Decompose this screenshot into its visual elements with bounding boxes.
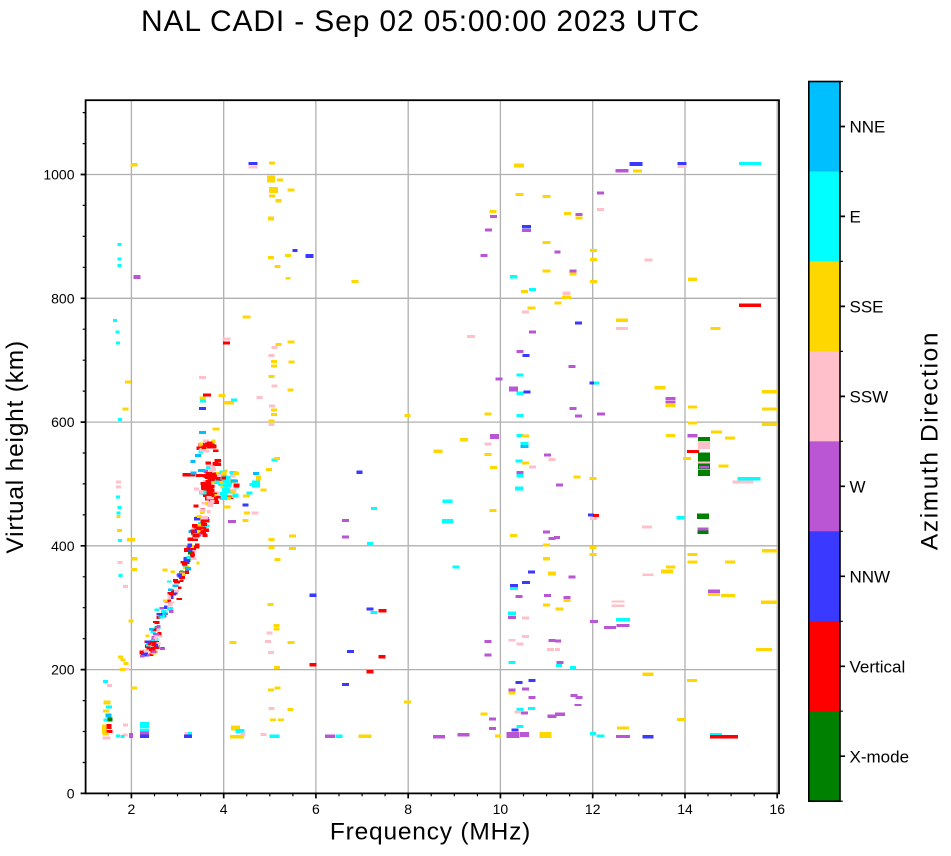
svg-text:Vertical: Vertical: [850, 658, 906, 677]
svg-text:4: 4: [220, 801, 228, 817]
svg-text:800: 800: [51, 290, 75, 306]
svg-text:8: 8: [404, 801, 412, 817]
svg-text:6: 6: [312, 801, 320, 817]
svg-text:W: W: [850, 478, 866, 497]
svg-text:10: 10: [493, 801, 509, 817]
svg-text:14: 14: [677, 801, 693, 817]
svg-text:SSE: SSE: [850, 298, 884, 317]
svg-text:NAL CADI - Sep 02 05:00:00 202: NAL CADI - Sep 02 05:00:00 2023 UTC: [141, 5, 700, 38]
svg-text:16: 16: [769, 801, 785, 817]
svg-text:12: 12: [585, 801, 601, 817]
svg-text:E: E: [850, 208, 861, 227]
svg-text:600: 600: [51, 414, 75, 430]
svg-text:200: 200: [51, 662, 75, 678]
svg-text:1000: 1000: [43, 167, 74, 183]
svg-text:X-mode: X-mode: [850, 747, 910, 766]
svg-text:Azimuth Direction: Azimuth Direction: [917, 331, 944, 550]
svg-text:Frequency (MHz): Frequency (MHz): [330, 819, 531, 846]
svg-text:0: 0: [67, 786, 75, 802]
svg-text:NNE: NNE: [850, 118, 886, 137]
svg-text:400: 400: [51, 538, 75, 554]
svg-text:SSW: SSW: [850, 388, 889, 407]
svg-text:Virtual height (km): Virtual height (km): [2, 340, 29, 554]
svg-text:2: 2: [128, 801, 136, 817]
svg-text:NNW: NNW: [850, 568, 891, 587]
